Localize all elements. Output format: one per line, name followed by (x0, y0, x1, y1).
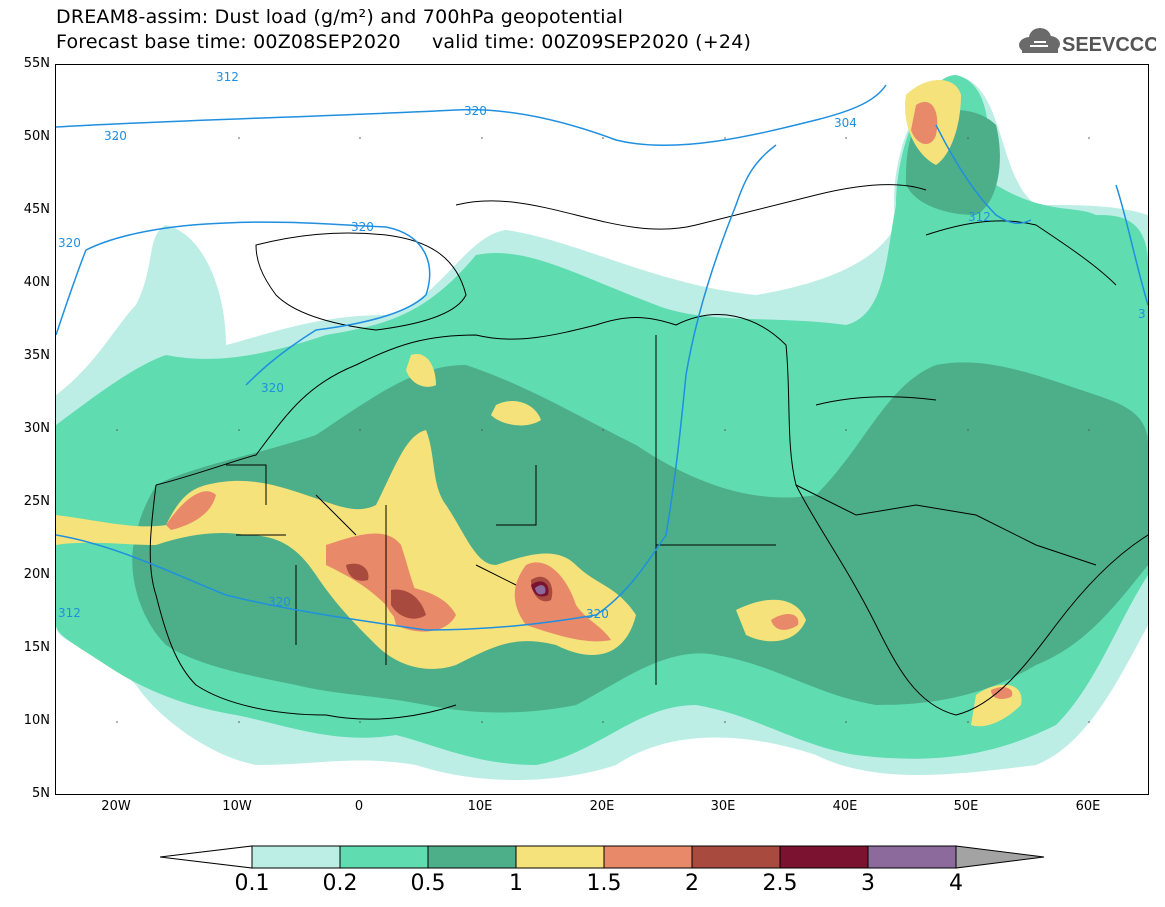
lat-label: 10N (23, 713, 50, 728)
lon-label: 0 (354, 799, 364, 814)
contour-label: 320 (58, 236, 81, 250)
contour-labels: 320 320 320 320 320 320 304 312 312 312 … (58, 70, 1146, 621)
contour-label: 320 (464, 104, 487, 118)
lat-label: 45N (23, 202, 50, 217)
lat-label: 20N (23, 567, 50, 582)
forecast-time-subtitle: Forecast base time: 00Z08SEP2020 valid t… (56, 31, 752, 53)
legend-label: 0.1 (234, 871, 270, 896)
coastlines (149, 184, 1148, 720)
contour-label: 320 (261, 381, 284, 395)
legend-label: 4 (949, 871, 963, 896)
legend-label: 0.2 (322, 871, 358, 896)
lat-label: 5N (32, 786, 50, 801)
logo-text: SEEVCCC (1062, 34, 1156, 56)
lat-label: 40N (23, 275, 50, 290)
legend-swatch (515, 845, 605, 869)
lon-label: 40E (832, 799, 858, 814)
grid-dots (116, 137, 1090, 723)
contour-label: 320 (351, 220, 374, 234)
lon-label: 30E (710, 799, 736, 814)
legend-swatch (339, 845, 429, 869)
legend-swatch (779, 845, 869, 869)
legend-colorbar (160, 845, 1045, 869)
legend-label: 1.5 (586, 871, 622, 896)
map-title: DREAM8-assim: Dust load (g/m²) and 700hP… (56, 6, 624, 28)
contour-label: 312 (968, 210, 991, 224)
lat-label: 25N (23, 494, 50, 509)
lat-label: 55N (23, 56, 50, 71)
legend-label: 2.5 (762, 871, 798, 896)
legend-swatch (251, 845, 341, 869)
lon-label: 50E (953, 799, 979, 814)
contour-label: 320 (268, 595, 291, 609)
lat-label: 15N (23, 640, 50, 655)
lon-label: 10W (222, 799, 252, 814)
contour-label: 312 (216, 70, 239, 84)
lat-label: 30N (23, 421, 50, 436)
lon-label: 20E (589, 799, 615, 814)
dust-contour-2 (346, 563, 553, 619)
dust-contour-1.5 (166, 101, 1013, 699)
seevccc-logo: SEEVCCC (1019, 28, 1156, 56)
legend-label: 0.5 (410, 871, 446, 896)
legend-label: 2 (685, 871, 699, 896)
geopotential-contours (56, 84, 1148, 631)
lon-label: 10E (467, 799, 493, 814)
lon-label: 60E (1075, 799, 1101, 814)
legend-label: 3 (861, 871, 875, 896)
legend-swatch (691, 845, 781, 869)
map-canvas: 320 320 320 320 320 320 304 312 312 312 … (56, 70, 1148, 780)
contour-label: 320 (104, 129, 127, 143)
contour-label: 304 (834, 116, 857, 130)
lon-label: 20W (101, 799, 131, 814)
legend-arrow-low (160, 845, 253, 869)
legend-label: 1 (509, 871, 523, 896)
legend-swatch (427, 845, 517, 869)
legend-arrow-high (955, 845, 1045, 869)
lat-label: 35N (23, 348, 50, 363)
contour-label: 312 (58, 606, 81, 620)
contour-label: 320 (586, 607, 609, 621)
contour-label: 3 (1138, 307, 1146, 321)
legend-swatch (603, 845, 693, 869)
dust-load-map: 320 320 320 320 320 320 304 312 312 312 … (55, 64, 1149, 795)
cloud-icon (1019, 28, 1060, 53)
dust-contour-3 (535, 585, 546, 595)
lat-label: 50N (23, 129, 50, 144)
legend-swatch (867, 845, 957, 869)
